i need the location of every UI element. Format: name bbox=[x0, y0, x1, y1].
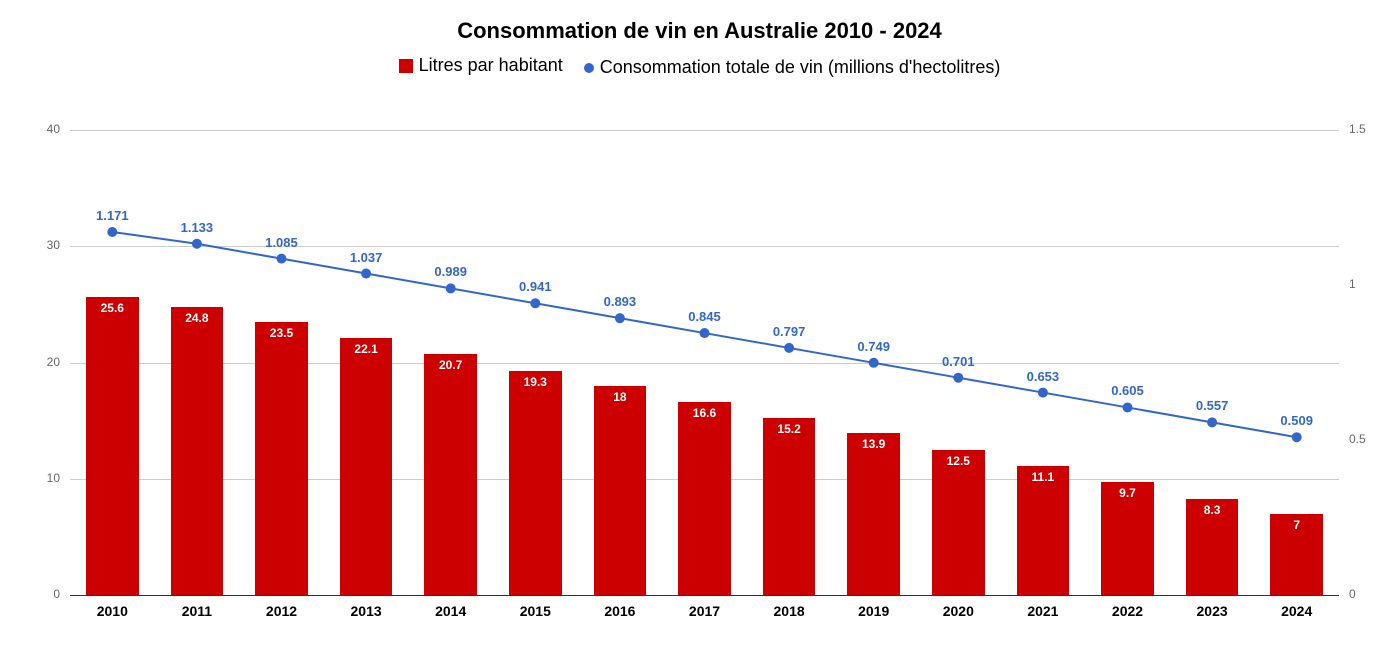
y-right-tick-label: 0 bbox=[1349, 587, 1399, 601]
x-tick-label: 2015 bbox=[493, 603, 578, 619]
x-tick-label: 2013 bbox=[324, 603, 409, 619]
y-right-tick-label: 1.5 bbox=[1349, 122, 1399, 136]
y-left-tick-label: 20 bbox=[10, 355, 60, 369]
legend-swatch-dot-icon bbox=[584, 63, 594, 73]
line-value-label: 0.509 bbox=[1267, 413, 1327, 428]
legend-label-bars: Litres par habitant bbox=[419, 55, 563, 76]
line-value-label: 0.845 bbox=[675, 309, 735, 324]
line-series bbox=[70, 130, 1339, 595]
legend-item-bars: Litres par habitant bbox=[399, 55, 563, 76]
y-left-tick-label: 0 bbox=[10, 587, 60, 601]
legend-label-line: Consommation totale de vin (millions d'h… bbox=[600, 57, 1001, 78]
line-marker bbox=[192, 239, 202, 249]
line-marker bbox=[869, 358, 879, 368]
line-marker bbox=[530, 298, 540, 308]
line-marker bbox=[700, 328, 710, 338]
line-marker bbox=[784, 343, 794, 353]
line-value-label: 1.171 bbox=[82, 208, 142, 223]
line-marker bbox=[361, 269, 371, 279]
y-left-tick-label: 10 bbox=[10, 471, 60, 485]
line-marker bbox=[446, 283, 456, 293]
line-value-label: 0.797 bbox=[759, 324, 819, 339]
line-marker bbox=[1207, 417, 1217, 427]
plot-area: 01020304000.511.5201025.6201124.8201223.… bbox=[70, 130, 1339, 595]
x-tick-label: 2011 bbox=[155, 603, 240, 619]
x-tick-label: 2012 bbox=[239, 603, 324, 619]
x-tick-label: 2019 bbox=[831, 603, 916, 619]
line-marker bbox=[277, 254, 287, 264]
x-tick-label: 2024 bbox=[1254, 603, 1339, 619]
y-right-tick-label: 0.5 bbox=[1349, 432, 1399, 446]
x-tick-label: 2014 bbox=[408, 603, 493, 619]
x-tick-label: 2017 bbox=[662, 603, 747, 619]
x-tick-label: 2020 bbox=[916, 603, 1001, 619]
x-tick-label: 2023 bbox=[1170, 603, 1255, 619]
y-left-tick-label: 40 bbox=[10, 122, 60, 136]
legend-item-line: Consommation totale de vin (millions d'h… bbox=[584, 57, 1001, 78]
x-axis-line bbox=[70, 595, 1339, 596]
line-value-label: 1.133 bbox=[167, 220, 227, 235]
legend-swatch-bar-icon bbox=[399, 59, 413, 73]
line-value-label: 0.701 bbox=[928, 354, 988, 369]
line-value-label: 1.037 bbox=[336, 250, 396, 265]
line-value-label: 0.605 bbox=[1098, 383, 1158, 398]
line-marker bbox=[1123, 402, 1133, 412]
y-left-tick-label: 30 bbox=[10, 238, 60, 252]
x-tick-label: 2021 bbox=[1001, 603, 1086, 619]
line-marker bbox=[953, 373, 963, 383]
x-tick-label: 2016 bbox=[578, 603, 663, 619]
line-value-label: 0.989 bbox=[421, 264, 481, 279]
line-marker bbox=[107, 227, 117, 237]
line-marker bbox=[615, 313, 625, 323]
chart-legend: Litres par habitant Consommation totale … bbox=[0, 55, 1399, 78]
x-tick-label: 2010 bbox=[70, 603, 155, 619]
line-value-label: 0.653 bbox=[1013, 369, 1073, 384]
x-tick-label: 2022 bbox=[1085, 603, 1170, 619]
chart-title: Consommation de vin en Australie 2010 - … bbox=[0, 18, 1399, 44]
chart-container: Consommation de vin en Australie 2010 - … bbox=[0, 0, 1399, 652]
line-value-label: 0.557 bbox=[1182, 398, 1242, 413]
x-tick-label: 2018 bbox=[747, 603, 832, 619]
line-value-label: 0.749 bbox=[844, 339, 904, 354]
line-value-label: 1.085 bbox=[252, 235, 312, 250]
line-value-label: 0.941 bbox=[505, 279, 565, 294]
line-value-label: 0.893 bbox=[590, 294, 650, 309]
y-right-tick-label: 1 bbox=[1349, 277, 1399, 291]
line-marker bbox=[1292, 432, 1302, 442]
line-marker bbox=[1038, 388, 1048, 398]
